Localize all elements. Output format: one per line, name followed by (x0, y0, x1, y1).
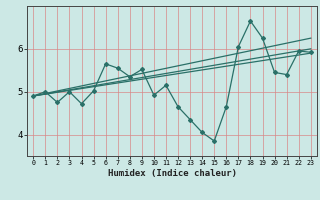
X-axis label: Humidex (Indice chaleur): Humidex (Indice chaleur) (108, 169, 236, 178)
